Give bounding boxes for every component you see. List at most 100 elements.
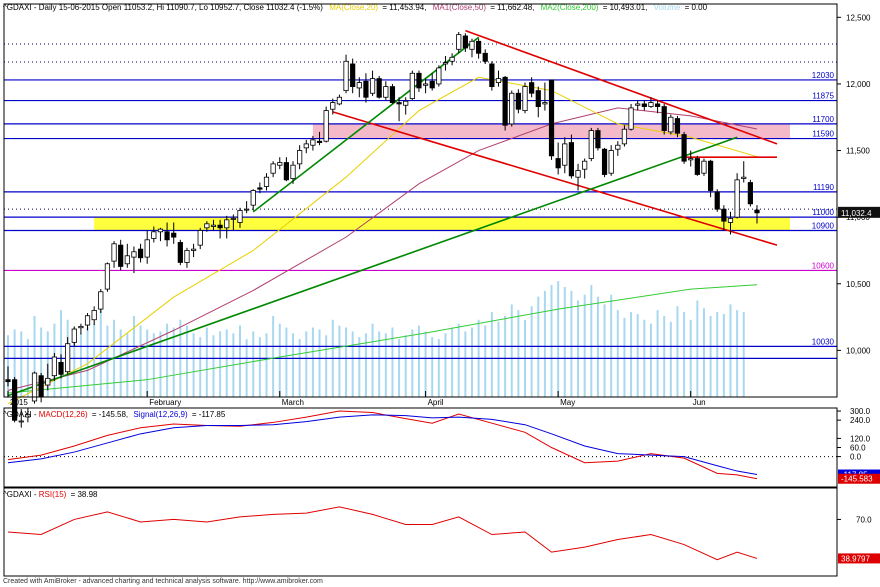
volume-bar — [351, 331, 354, 397]
candle — [635, 99, 641, 111]
candle — [661, 103, 667, 135]
volume-bar — [563, 286, 566, 397]
macd-badge — [838, 473, 880, 484]
volume-bar — [119, 329, 122, 397]
candle — [588, 127, 594, 162]
candle — [263, 173, 270, 191]
candle-body — [350, 63, 356, 87]
candle-body — [595, 130, 601, 149]
candle — [668, 114, 674, 135]
candle-body — [747, 182, 753, 205]
level-label: 12030 — [812, 71, 835, 80]
candle — [204, 221, 210, 232]
volume-bar — [265, 333, 268, 397]
candle — [422, 78, 429, 94]
candle — [469, 38, 475, 58]
candle — [495, 70, 502, 87]
volume-bar — [152, 333, 155, 397]
candle — [250, 189, 256, 211]
candle — [197, 227, 203, 250]
candle-body — [263, 176, 270, 187]
candle — [18, 408, 24, 428]
candle-body — [727, 218, 734, 223]
volume-bar — [530, 306, 533, 397]
candle — [542, 82, 548, 111]
candle-body — [654, 103, 661, 107]
level-label: 11190 — [813, 183, 835, 192]
candle-body — [389, 86, 396, 103]
candle — [137, 243, 144, 263]
candle-body — [237, 210, 243, 223]
candle — [721, 205, 727, 231]
last-price-label: 11,032.4 — [841, 209, 872, 218]
footer-credit: Created with AmiBroker - advanced charti… — [3, 578, 323, 585]
candle — [694, 155, 700, 176]
volume-bar — [623, 317, 626, 397]
trendline — [7, 136, 738, 397]
date-label: May — [560, 398, 575, 407]
volume-bar — [33, 315, 36, 397]
candle — [708, 159, 714, 198]
volume-bar — [517, 310, 520, 397]
candle-body — [555, 158, 561, 169]
candle-body — [12, 379, 18, 421]
rsi-badge — [838, 553, 880, 564]
panel-frames — [3, 3, 838, 577]
candle — [58, 354, 64, 379]
candle-body — [641, 103, 647, 107]
candle — [25, 407, 31, 423]
candle — [65, 337, 71, 375]
volume-bar — [146, 329, 149, 397]
volume-bar — [417, 325, 420, 397]
volume-bar — [139, 325, 142, 397]
candle — [449, 53, 455, 66]
volume-bar — [371, 323, 374, 397]
candle-body — [582, 160, 588, 170]
candle-body — [608, 150, 614, 174]
candle-body — [635, 103, 641, 106]
candle-body — [224, 219, 230, 229]
candle — [641, 99, 647, 111]
candle — [257, 182, 263, 194]
volume-bar — [166, 323, 169, 397]
volume-bar — [702, 308, 705, 397]
candle — [171, 222, 177, 244]
candle — [151, 226, 157, 243]
level-label: 11590 — [812, 130, 834, 139]
candle — [462, 33, 468, 52]
candle — [376, 75, 382, 99]
macd-tick-label: 240.0 — [850, 416, 871, 425]
candle — [290, 161, 296, 184]
candle — [224, 215, 230, 239]
volume-bar — [292, 333, 295, 397]
volume-bar — [126, 333, 129, 397]
candle-body — [5, 379, 11, 383]
candle-body — [456, 34, 462, 50]
volume-bar — [431, 337, 434, 397]
volume-bar — [570, 290, 573, 397]
volume-bar — [7, 335, 9, 397]
date-label: April — [428, 398, 444, 407]
candle — [316, 131, 323, 146]
candle-body — [416, 72, 422, 89]
candle-body — [91, 310, 97, 321]
candle-body — [336, 96, 343, 105]
candle — [297, 145, 303, 170]
candle-body — [734, 179, 740, 218]
candle — [31, 371, 38, 404]
volume-bar — [212, 335, 215, 397]
candle-body — [303, 143, 309, 149]
candle — [91, 306, 97, 326]
price-tick-label: 10,500 — [846, 280, 871, 289]
candle — [78, 323, 84, 335]
volume-bar — [729, 304, 732, 397]
candle — [323, 106, 329, 143]
candle — [124, 243, 130, 268]
candle-body — [277, 162, 283, 166]
candle-body — [330, 102, 336, 110]
volume-bar — [219, 331, 222, 397]
candle — [575, 163, 581, 191]
price-axis: 12,50012,00011,50011,00010,50010,00011,0… — [837, 13, 880, 355]
candle-body — [509, 92, 515, 125]
candle — [270, 161, 276, 178]
